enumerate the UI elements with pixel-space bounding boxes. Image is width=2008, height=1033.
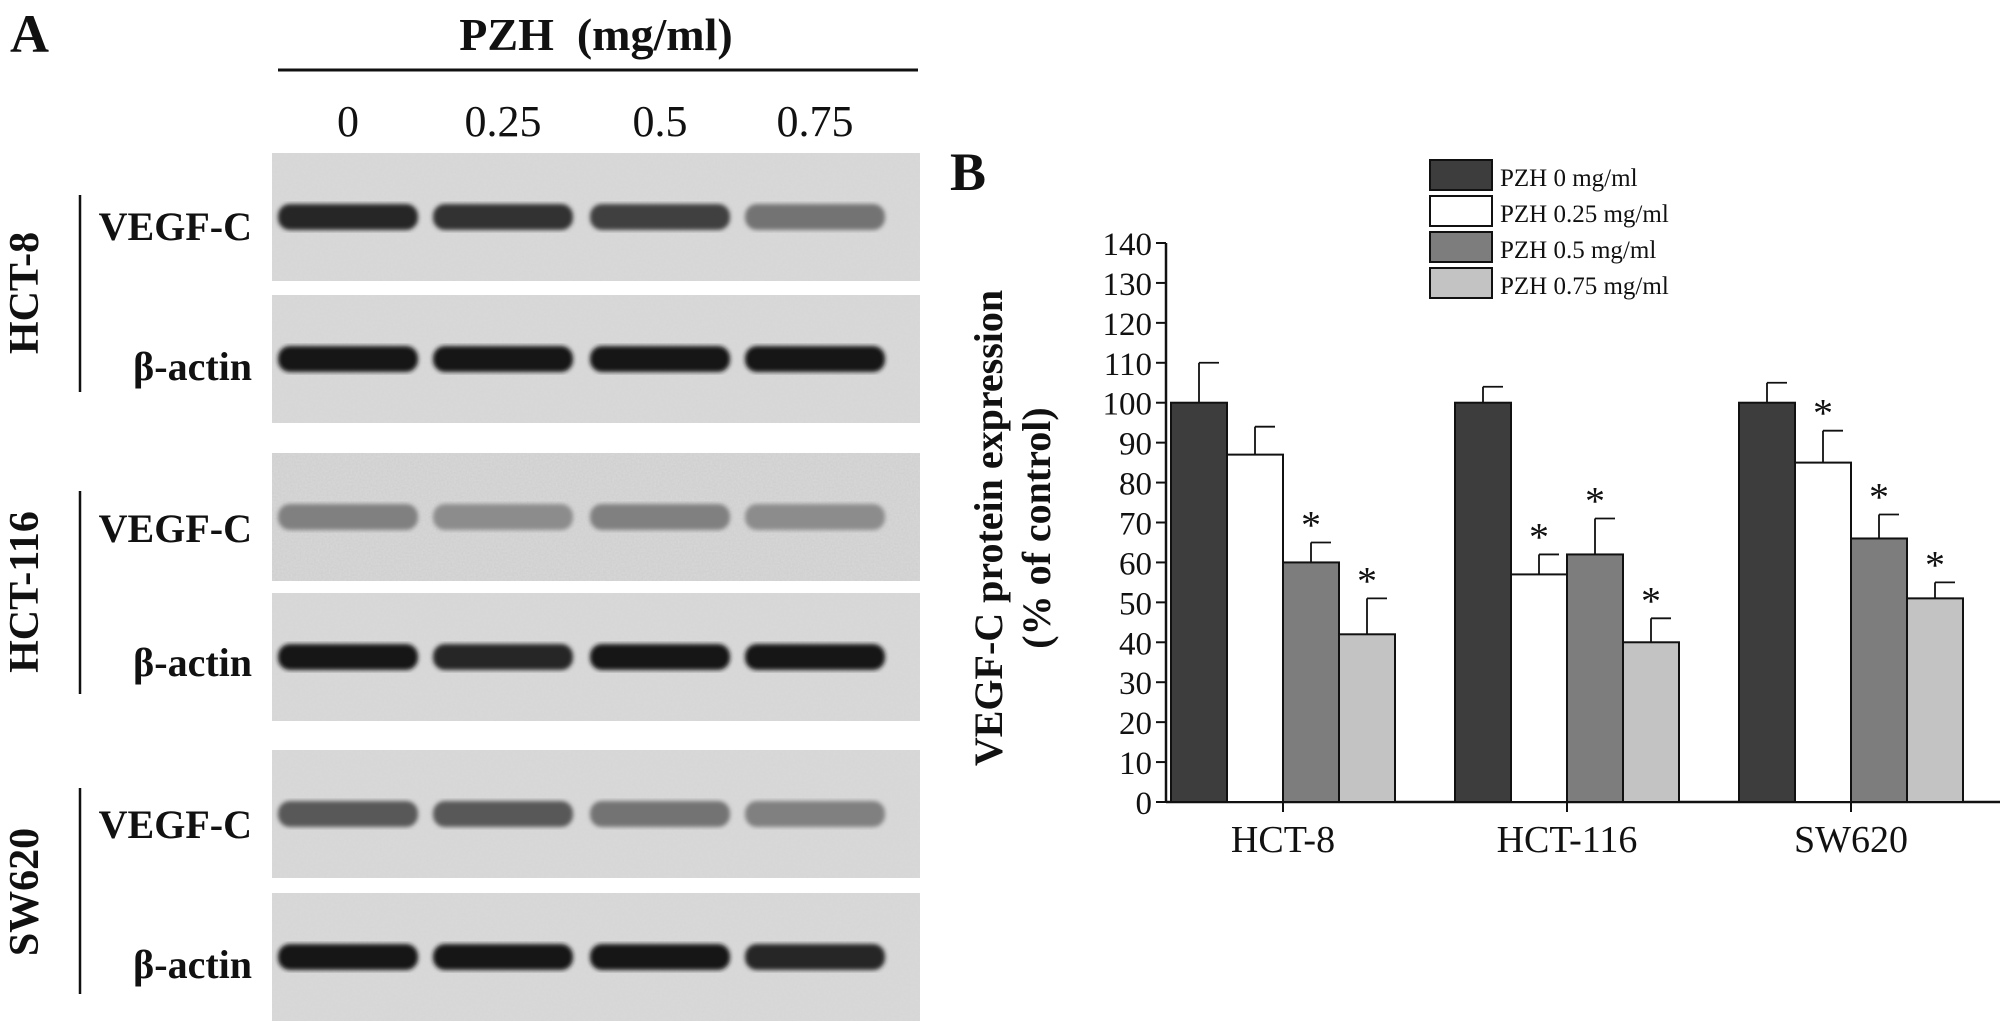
significance-marker: * bbox=[1813, 391, 1833, 436]
bar bbox=[1566, 553, 1624, 804]
bar bbox=[1282, 561, 1340, 804]
y-tick-label: 10 bbox=[1119, 746, 1152, 782]
bar bbox=[1738, 401, 1796, 803]
y-tick-label: 50 bbox=[1119, 586, 1152, 622]
concentration-label: 0.25 bbox=[465, 97, 542, 146]
blot-band bbox=[745, 204, 885, 230]
bar bbox=[1454, 401, 1512, 803]
legend-swatch bbox=[1429, 231, 1493, 263]
protein-label: β-actin bbox=[133, 344, 252, 389]
y-tick-label: 80 bbox=[1119, 467, 1152, 503]
bar bbox=[1510, 573, 1568, 804]
legend-swatch bbox=[1429, 195, 1493, 227]
protein-label: VEGF-C bbox=[99, 204, 252, 249]
cell-line-label: HCT-8 bbox=[2, 232, 48, 354]
y-tick-label: 140 bbox=[1103, 227, 1153, 263]
concentration-label: 0 bbox=[337, 97, 359, 146]
x-tick-label: HCT-116 bbox=[1497, 819, 1638, 861]
blot-band bbox=[745, 944, 885, 970]
bar bbox=[1906, 597, 1964, 803]
blot-band bbox=[433, 204, 573, 230]
y-axis-label-line2: (% of control) bbox=[1014, 407, 1059, 648]
y-tick-label: 70 bbox=[1119, 507, 1152, 543]
bar bbox=[1622, 641, 1680, 803]
legend-swatch bbox=[1429, 159, 1493, 191]
blot-band bbox=[278, 644, 418, 670]
protein-label: VEGF-C bbox=[99, 506, 252, 551]
y-tick-label: 100 bbox=[1103, 387, 1153, 423]
chart-legend: PZH 0 mg/ml PZH 0.25 mg/ml PZH 0.5 mg/ml PZ… bbox=[1429, 159, 1669, 300]
blot-band bbox=[278, 346, 418, 372]
y-axis-label-line1: VEGF-C protein expression bbox=[966, 290, 1011, 766]
significance-marker: * bbox=[1925, 542, 1945, 587]
cell-line-label: HCT-116 bbox=[2, 511, 48, 673]
significance-marker: * bbox=[1301, 502, 1321, 547]
legend-label: PZH 0.5 mg/ml bbox=[1500, 237, 1656, 264]
blot-band bbox=[590, 644, 730, 670]
blot-band bbox=[590, 801, 730, 827]
blot-band bbox=[278, 204, 418, 230]
treatment-label: PZH (mg/ml) bbox=[459, 9, 732, 60]
x-tick-label: HCT-8 bbox=[1231, 819, 1335, 861]
legend-label: PZH 0.75 mg/ml bbox=[1500, 273, 1669, 300]
chart-bars: * * * * * * * * bbox=[1170, 361, 1964, 804]
panel-b-letter: B bbox=[950, 142, 986, 202]
protein-label: VEGF-C bbox=[99, 802, 252, 847]
legend-label: PZH 0 mg/ml bbox=[1500, 165, 1638, 192]
blot-band bbox=[745, 644, 885, 670]
y-tick-label: 40 bbox=[1119, 626, 1152, 662]
blot-band bbox=[590, 204, 730, 230]
blot-band bbox=[433, 801, 573, 827]
concentration-label: 0.75 bbox=[777, 97, 854, 146]
protein-label: β-actin bbox=[133, 942, 252, 987]
blot-band bbox=[433, 644, 573, 670]
significance-marker: * bbox=[1585, 479, 1605, 524]
significance-marker: * bbox=[1869, 475, 1889, 520]
legend-label: PZH 0.25 mg/ml bbox=[1500, 201, 1669, 228]
legend-swatch bbox=[1429, 267, 1493, 299]
y-tick-label: 130 bbox=[1103, 267, 1153, 303]
blot-band bbox=[745, 801, 885, 827]
y-tick-label: 110 bbox=[1104, 347, 1152, 383]
blot-band bbox=[433, 944, 573, 970]
bar bbox=[1794, 461, 1852, 803]
blot-band bbox=[590, 504, 730, 530]
blot-band bbox=[278, 801, 418, 827]
bar bbox=[1338, 633, 1396, 803]
bar bbox=[1850, 537, 1908, 803]
blot-band bbox=[590, 944, 730, 970]
x-tick-label: SW620 bbox=[1794, 819, 1908, 861]
blot-band bbox=[745, 346, 885, 372]
panel-b-bar-chart: B VEGF-C protein expression (% of contro… bbox=[950, 142, 2000, 861]
y-tick-label: 30 bbox=[1119, 666, 1152, 702]
cell-line-label: SW620 bbox=[2, 828, 48, 956]
significance-marker: * bbox=[1529, 514, 1549, 559]
blot-band bbox=[590, 346, 730, 372]
protein-label: β-actin bbox=[133, 640, 252, 685]
y-tick-label: 60 bbox=[1119, 546, 1152, 582]
significance-marker: * bbox=[1641, 578, 1661, 623]
panel-a-western-blot: A PZH (mg/ml) 0 0.25 0.5 0.75 HCT-8 VEGF-C β-… bbox=[2, 4, 920, 1021]
blot-band bbox=[278, 944, 418, 970]
bar bbox=[1226, 453, 1284, 803]
significance-marker: * bbox=[1357, 558, 1377, 603]
blot-band bbox=[278, 504, 418, 530]
y-tick-label: 0 bbox=[1136, 786, 1153, 822]
y-tick-label: 90 bbox=[1119, 427, 1152, 463]
y-tick-label: 20 bbox=[1119, 706, 1152, 742]
concentration-label: 0.5 bbox=[633, 97, 688, 146]
panel-a-letter: A bbox=[10, 4, 49, 64]
y-tick-label: 120 bbox=[1103, 307, 1153, 343]
blot-band bbox=[433, 504, 573, 530]
blot-band bbox=[433, 346, 573, 372]
concentration-labels: 0 0.25 0.5 0.75 bbox=[337, 97, 854, 146]
bar bbox=[1170, 401, 1228, 803]
blot-band bbox=[745, 504, 885, 530]
blot-panels: HCT-8 VEGF-C β-actin HCT-116 VEGF-C β-actin SW… bbox=[2, 153, 920, 1021]
